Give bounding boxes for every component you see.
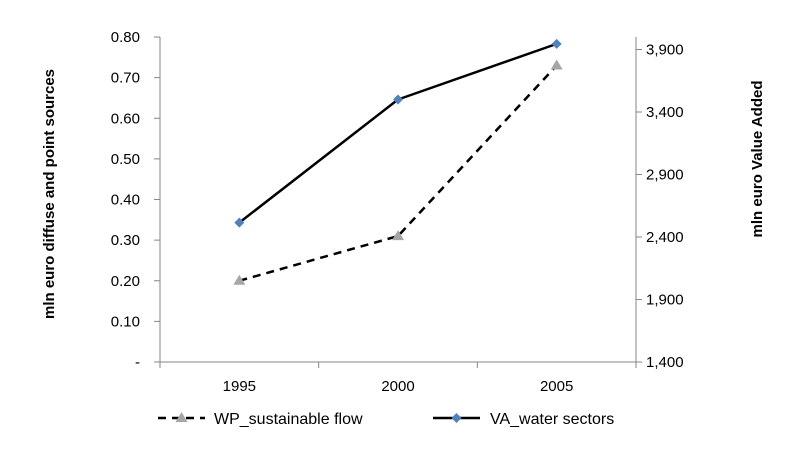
legend-label-va: VA_water sectors <box>490 411 614 428</box>
right-tick-label: 3,400 <box>646 104 684 121</box>
right-tick-label: 3,900 <box>646 42 684 59</box>
legend-swatch-wp-marker <box>175 412 188 422</box>
series-point-0 <box>233 274 246 285</box>
left-tick-label: - <box>135 354 140 371</box>
left-tick-label: 0.70 <box>111 70 140 87</box>
x-tick-label: 1995 <box>223 378 256 395</box>
right-tick-label: 2,900 <box>646 167 684 184</box>
series-line-1 <box>238 42 558 224</box>
x-axis-ticks: 1995 2000 2005 <box>159 362 637 395</box>
left-tick-label: 0.40 <box>111 192 140 209</box>
legend-item-wp: WP_sustainable flow <box>158 411 363 428</box>
series-layer <box>233 38 563 285</box>
left-tick-label: 0.10 <box>111 313 140 330</box>
series-point-1 <box>551 38 562 49</box>
legend-label-wp: WP_sustainable flow <box>214 411 363 428</box>
series-point-0 <box>550 59 563 70</box>
x-tick-label: 2005 <box>540 378 573 395</box>
series-point-0 <box>392 230 404 241</box>
legend-item-va: VA_water sectors <box>433 411 614 428</box>
left-tick-label: 0.50 <box>111 151 140 168</box>
left-tick-label: 0.20 <box>111 273 140 290</box>
right-tick-label: 2,400 <box>646 229 684 246</box>
left-tick-label: 0.80 <box>111 29 140 46</box>
series-point-1 <box>234 217 245 228</box>
series-point-1 <box>393 94 403 105</box>
x-tick-label: 2000 <box>381 378 414 395</box>
left-axis-title: mln euro diffuse and point sources <box>41 69 58 319</box>
legend: WP_sustainable flow VA_water sectors <box>158 411 614 428</box>
right-tick-label: 1,900 <box>646 292 684 309</box>
right-tick-label: 1,400 <box>646 354 684 371</box>
right-axis-title: mln euro Value Added <box>749 81 766 238</box>
legend-swatch-va-marker <box>451 413 462 423</box>
axes <box>159 37 637 363</box>
left-tick-label: 0.30 <box>111 232 140 249</box>
left-axis-ticks: - 0.10 0.20 0.30 0.40 0.50 0.60 0.70 0.80 <box>111 29 160 371</box>
right-axis-ticks: 1,400 1,900 2,400 2,900 3,400 3,900 <box>636 42 684 371</box>
left-tick-label: 0.60 <box>111 110 140 127</box>
